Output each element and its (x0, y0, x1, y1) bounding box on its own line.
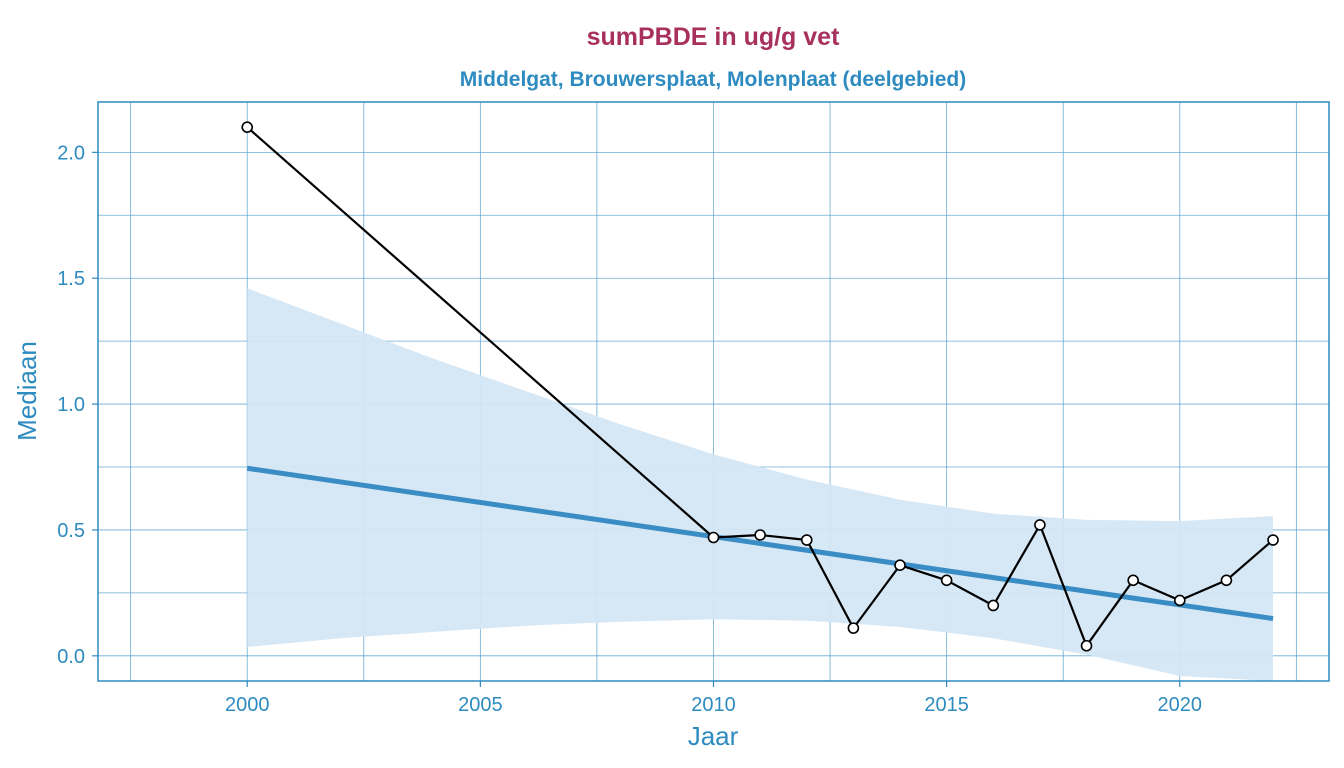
x-tick-label: 2000 (225, 694, 270, 716)
data-series (246, 126, 1274, 647)
data-point (894, 559, 906, 572)
x-tick-label: 2005 (458, 694, 503, 716)
y-tick-label: 2.0 (57, 142, 85, 164)
confidence-band (247, 288, 1274, 681)
data-point (1034, 519, 1046, 531)
y-axis-ticks: 0.0 0.5 1.0 1.5 2.0 (57, 142, 98, 668)
y-axis-title: Mediaan (12, 341, 42, 441)
trend-line-path (246, 465, 1274, 622)
x-axis-ticks: 2000 2005 2010 2015 2020 (225, 681, 1202, 716)
data-point (1080, 639, 1093, 652)
data-point (1267, 534, 1279, 546)
confidence-band-area (247, 288, 1274, 681)
data-point (847, 622, 860, 634)
data-point (1220, 574, 1233, 587)
chart-subtitle: Middelgat, Brouwersplaat, Molenplaat (de… (460, 68, 966, 91)
x-tick-label: 2015 (924, 694, 969, 716)
data-point (707, 531, 720, 544)
data-point (800, 534, 813, 546)
y-tick-label: 0.5 (57, 520, 85, 542)
data-point (754, 529, 766, 541)
y-tick-label: 1.0 (57, 394, 85, 416)
x-axis-title: Jaar (688, 721, 739, 751)
chart-title: sumPBDE in ug/g vet (587, 23, 840, 51)
y-tick-label: 0.0 (57, 646, 85, 668)
data-point (987, 599, 1000, 612)
data-point (241, 121, 254, 133)
data-point (940, 574, 953, 587)
data-point (1127, 574, 1139, 587)
data-points (241, 121, 1279, 652)
series-line (246, 126, 1274, 647)
trend-line (246, 465, 1274, 622)
data-point (1173, 594, 1186, 607)
x-tick-label: 2010 (691, 694, 736, 716)
x-tick-label: 2020 (1158, 694, 1203, 716)
y-tick-label: 1.5 (57, 268, 85, 290)
